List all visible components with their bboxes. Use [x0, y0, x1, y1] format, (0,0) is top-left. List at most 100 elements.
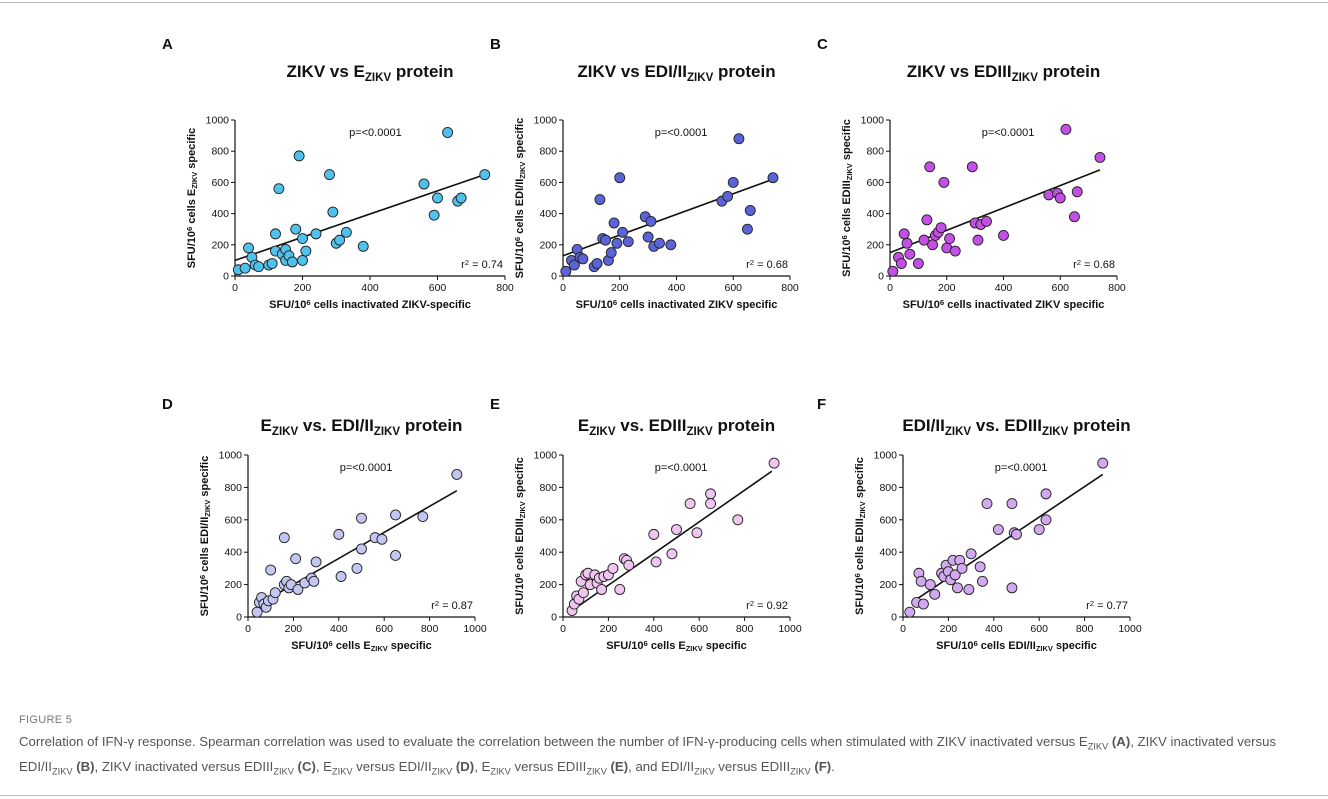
- x-tick-label: 0: [232, 282, 238, 294]
- y-axis-label: SFU/106 cells EDIIIZIKV specific: [853, 457, 867, 615]
- p-value-label: p=<0.0001: [349, 127, 402, 139]
- figure-label: FIGURE 5: [19, 714, 73, 726]
- y-tick-label: 400: [879, 547, 897, 559]
- data-point: [898, 228, 910, 240]
- p-value-label: p=<0.0001: [655, 462, 708, 474]
- y-tick-label: 200: [539, 239, 557, 251]
- y-tick-label: 1000: [219, 450, 243, 462]
- data-point: [622, 236, 634, 248]
- y-tick-label: 800: [539, 482, 557, 494]
- data-point: [924, 161, 936, 173]
- data-point: [239, 262, 251, 274]
- y-tick-label: 0: [551, 612, 557, 624]
- y-tick-label: 600: [539, 177, 557, 189]
- x-tick-label: 600: [375, 623, 393, 635]
- panel-title: ZIKV vs EDI/IIZIKV protein: [577, 62, 775, 84]
- x-tick-label: 400: [985, 623, 1003, 635]
- y-tick-label: 200: [539, 579, 557, 591]
- data-point: [290, 553, 302, 565]
- top-border-rule: [0, 2, 1328, 3]
- y-axis-label: SFU/106 cells EDIIIZIKV specific: [513, 457, 527, 615]
- y-tick-label: 200: [866, 239, 884, 251]
- r-squared-label: r2 = 0.74: [461, 258, 503, 271]
- data-point: [297, 254, 308, 266]
- data-point: [705, 498, 717, 510]
- caption-text: Correlation of IFN-γ response. Spearman …: [19, 734, 1277, 777]
- data-point: [927, 239, 939, 251]
- r-squared-label: r2 = 0.87: [431, 599, 473, 612]
- y-tick-label: 200: [224, 579, 242, 591]
- data-point: [293, 150, 305, 162]
- y-tick-label: 1000: [206, 115, 230, 127]
- y-tick-label: 1000: [534, 115, 558, 127]
- data-point: [1006, 582, 1018, 594]
- x-tick-label: 600: [1051, 282, 1069, 294]
- data-point: [356, 543, 367, 555]
- data-point: [691, 527, 703, 539]
- x-axis-label: SFU/106 cells EDI/IIZIKV specific: [936, 639, 1097, 653]
- data-point: [251, 606, 263, 618]
- data-point: [917, 598, 929, 610]
- data-point: [650, 556, 662, 568]
- data-point: [998, 229, 1009, 241]
- data-point: [418, 178, 430, 190]
- x-tick-label: 800: [496, 282, 514, 294]
- y-tick-label: 1000: [861, 115, 885, 127]
- data-point: [310, 228, 322, 240]
- data-point: [915, 575, 927, 587]
- data-point: [1040, 514, 1052, 526]
- y-tick-label: 800: [211, 146, 229, 158]
- y-axis-label: SFU/106 cells EZIKV specific: [185, 128, 199, 269]
- y-tick-label: 800: [539, 146, 557, 158]
- x-tick-label: 800: [421, 623, 439, 635]
- data-point: [335, 571, 347, 582]
- data-point: [560, 265, 572, 277]
- x-tick-label: 200: [294, 282, 312, 294]
- regression-line: [562, 178, 774, 257]
- x-axis-label: SFU/106 cells inactivated ZIKV-specific: [269, 298, 471, 311]
- data-point: [600, 234, 612, 246]
- data-point: [733, 133, 745, 145]
- data-point: [334, 234, 346, 246]
- data-point: [605, 247, 617, 259]
- panel-letter: B: [490, 36, 501, 53]
- x-axis-label: SFU/106 cells inactivated ZIKV specific: [576, 298, 778, 311]
- p-value-label: p=<0.0001: [982, 127, 1035, 139]
- panel-title: ZIKV vs EZIKV protein: [286, 62, 453, 84]
- data-point: [938, 176, 950, 188]
- x-tick-label: 1000: [778, 623, 802, 635]
- panel-letter: A: [162, 36, 173, 53]
- data-point: [992, 524, 1004, 535]
- data-point: [981, 215, 992, 227]
- data-point: [654, 237, 665, 249]
- y-tick-label: 600: [879, 514, 897, 526]
- data-point: [577, 253, 589, 265]
- data-point: [290, 223, 302, 235]
- data-point: [732, 514, 744, 526]
- data-point: [918, 234, 930, 246]
- data-point: [671, 524, 682, 535]
- y-tick-label: 400: [539, 547, 557, 559]
- y-tick-label: 600: [211, 177, 229, 189]
- data-point: [981, 498, 993, 510]
- x-tick-label: 200: [600, 623, 618, 635]
- data-point: [308, 575, 320, 587]
- data-point: [594, 194, 606, 206]
- x-tick-label: 800: [781, 282, 799, 294]
- y-tick-label: 0: [223, 271, 229, 283]
- data-point: [376, 533, 388, 545]
- data-point: [642, 231, 654, 243]
- data-point: [972, 234, 984, 246]
- data-point: [390, 509, 402, 521]
- data-point: [479, 169, 491, 181]
- data-point: [944, 233, 956, 245]
- x-tick-label: 600: [690, 623, 708, 635]
- p-value-label: p=<0.0001: [340, 462, 393, 474]
- data-point: [614, 584, 626, 595]
- y-axis-label: SFU/106 cells EDIIIZIKV specific: [840, 119, 854, 277]
- panel-title: EDI/IIZIKV vs. EDIIIZIKV protein: [902, 416, 1130, 438]
- data-point: [768, 457, 780, 469]
- data-point: [722, 190, 734, 202]
- figure-caption: FIGURE 5 Correlation of IFN-γ response. …: [19, 710, 1309, 781]
- y-tick-label: 600: [866, 177, 884, 189]
